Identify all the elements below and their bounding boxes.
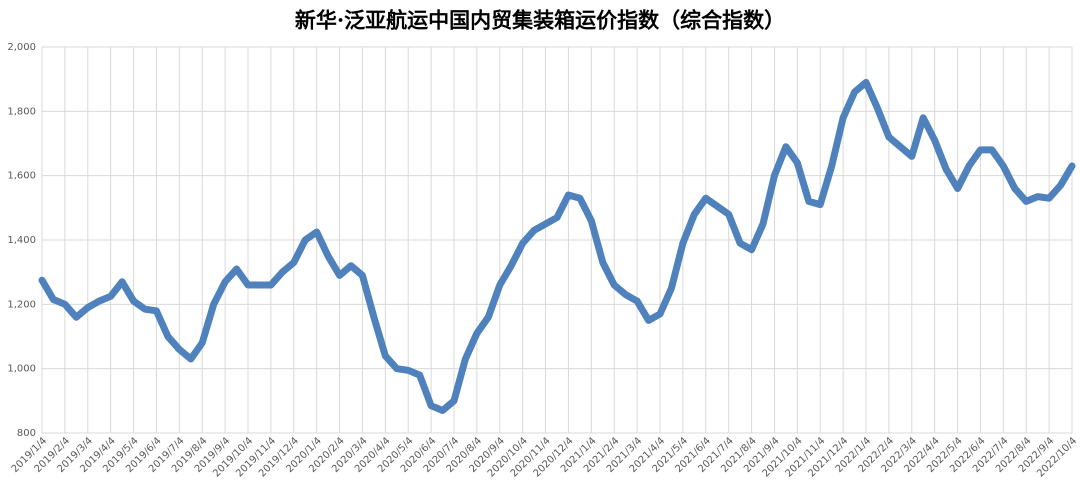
chart-title: 新华·泛亚航运中国内贸集装箱运价指数（综合指数）: [295, 8, 785, 33]
y-tick-label: 1,200: [7, 299, 36, 310]
line-series: [38, 78, 1076, 414]
y-tick-label: 800: [17, 428, 36, 439]
y-tick-label: 1,000: [7, 364, 36, 375]
y-tick-label: 1,800: [7, 106, 36, 117]
y-tick-label: 1,400: [7, 235, 36, 246]
y-tick-label: 1,600: [7, 171, 36, 182]
y-tick-label: 2,000: [7, 42, 36, 53]
